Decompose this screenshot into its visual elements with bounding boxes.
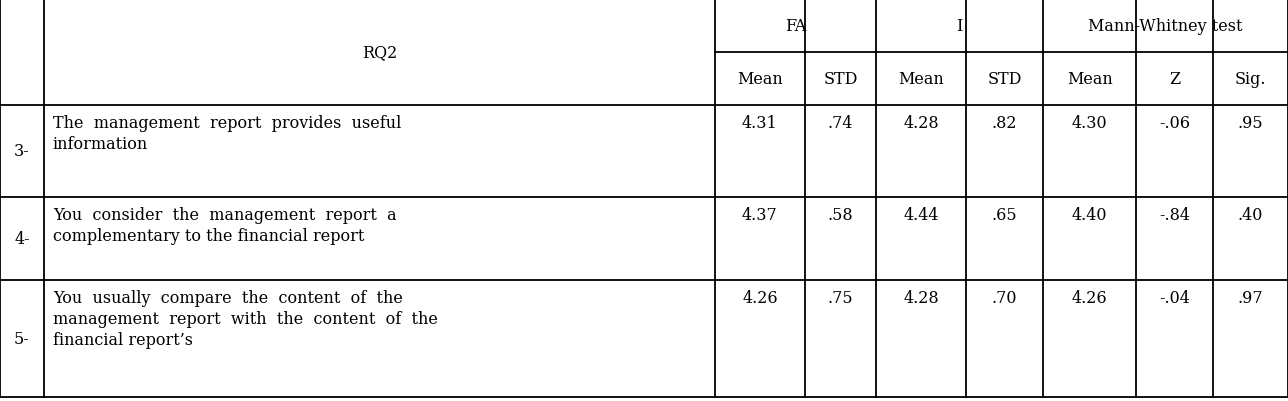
Text: 4.26: 4.26 xyxy=(742,290,778,306)
Text: .97: .97 xyxy=(1238,290,1264,306)
Text: 4.28: 4.28 xyxy=(903,290,939,306)
Text: 4.30: 4.30 xyxy=(1072,115,1108,132)
Text: 3-: 3- xyxy=(14,143,30,160)
Text: .95: .95 xyxy=(1238,115,1264,132)
Text: .82: .82 xyxy=(992,115,1018,132)
Text: 4.44: 4.44 xyxy=(903,206,939,223)
Text: You  usually  compare  the  content  of  the: You usually compare the content of the xyxy=(53,290,403,306)
Text: Mean: Mean xyxy=(1066,71,1113,88)
Text: Sig.: Sig. xyxy=(1235,71,1266,88)
Text: RQ2: RQ2 xyxy=(362,45,397,61)
Text: .65: .65 xyxy=(992,206,1018,223)
Text: .58: .58 xyxy=(828,206,853,223)
Text: FA: FA xyxy=(784,18,806,35)
Text: -.04: -.04 xyxy=(1159,290,1190,306)
Text: STD: STD xyxy=(823,71,858,88)
Text: financial report’s: financial report’s xyxy=(53,331,193,348)
Text: information: information xyxy=(53,136,148,152)
Text: 4.31: 4.31 xyxy=(742,115,778,132)
Text: 4-: 4- xyxy=(14,231,30,247)
Text: .75: .75 xyxy=(828,290,853,306)
Text: The  management  report  provides  useful: The management report provides useful xyxy=(53,115,401,132)
Text: STD: STD xyxy=(988,71,1021,88)
Text: 4.40: 4.40 xyxy=(1072,206,1108,223)
Text: management  report  with  the  content  of  the: management report with the content of th… xyxy=(53,310,438,327)
Text: Mann-Whitney test: Mann-Whitney test xyxy=(1088,18,1243,35)
Text: You  consider  the  management  report  a: You consider the management report a xyxy=(53,206,397,223)
Text: 4.37: 4.37 xyxy=(742,206,778,223)
Text: Z: Z xyxy=(1170,71,1180,88)
Text: 5-: 5- xyxy=(14,330,30,347)
Text: I: I xyxy=(957,18,962,35)
Text: Mean: Mean xyxy=(898,71,944,88)
Text: complementary to the financial report: complementary to the financial report xyxy=(53,227,365,244)
Text: .40: .40 xyxy=(1238,206,1264,223)
Text: -.06: -.06 xyxy=(1159,115,1190,132)
Text: -.84: -.84 xyxy=(1159,206,1190,223)
Text: .70: .70 xyxy=(992,290,1018,306)
Text: 4.28: 4.28 xyxy=(903,115,939,132)
Text: .74: .74 xyxy=(828,115,853,132)
Text: 4.26: 4.26 xyxy=(1072,290,1108,306)
Text: Mean: Mean xyxy=(737,71,783,88)
